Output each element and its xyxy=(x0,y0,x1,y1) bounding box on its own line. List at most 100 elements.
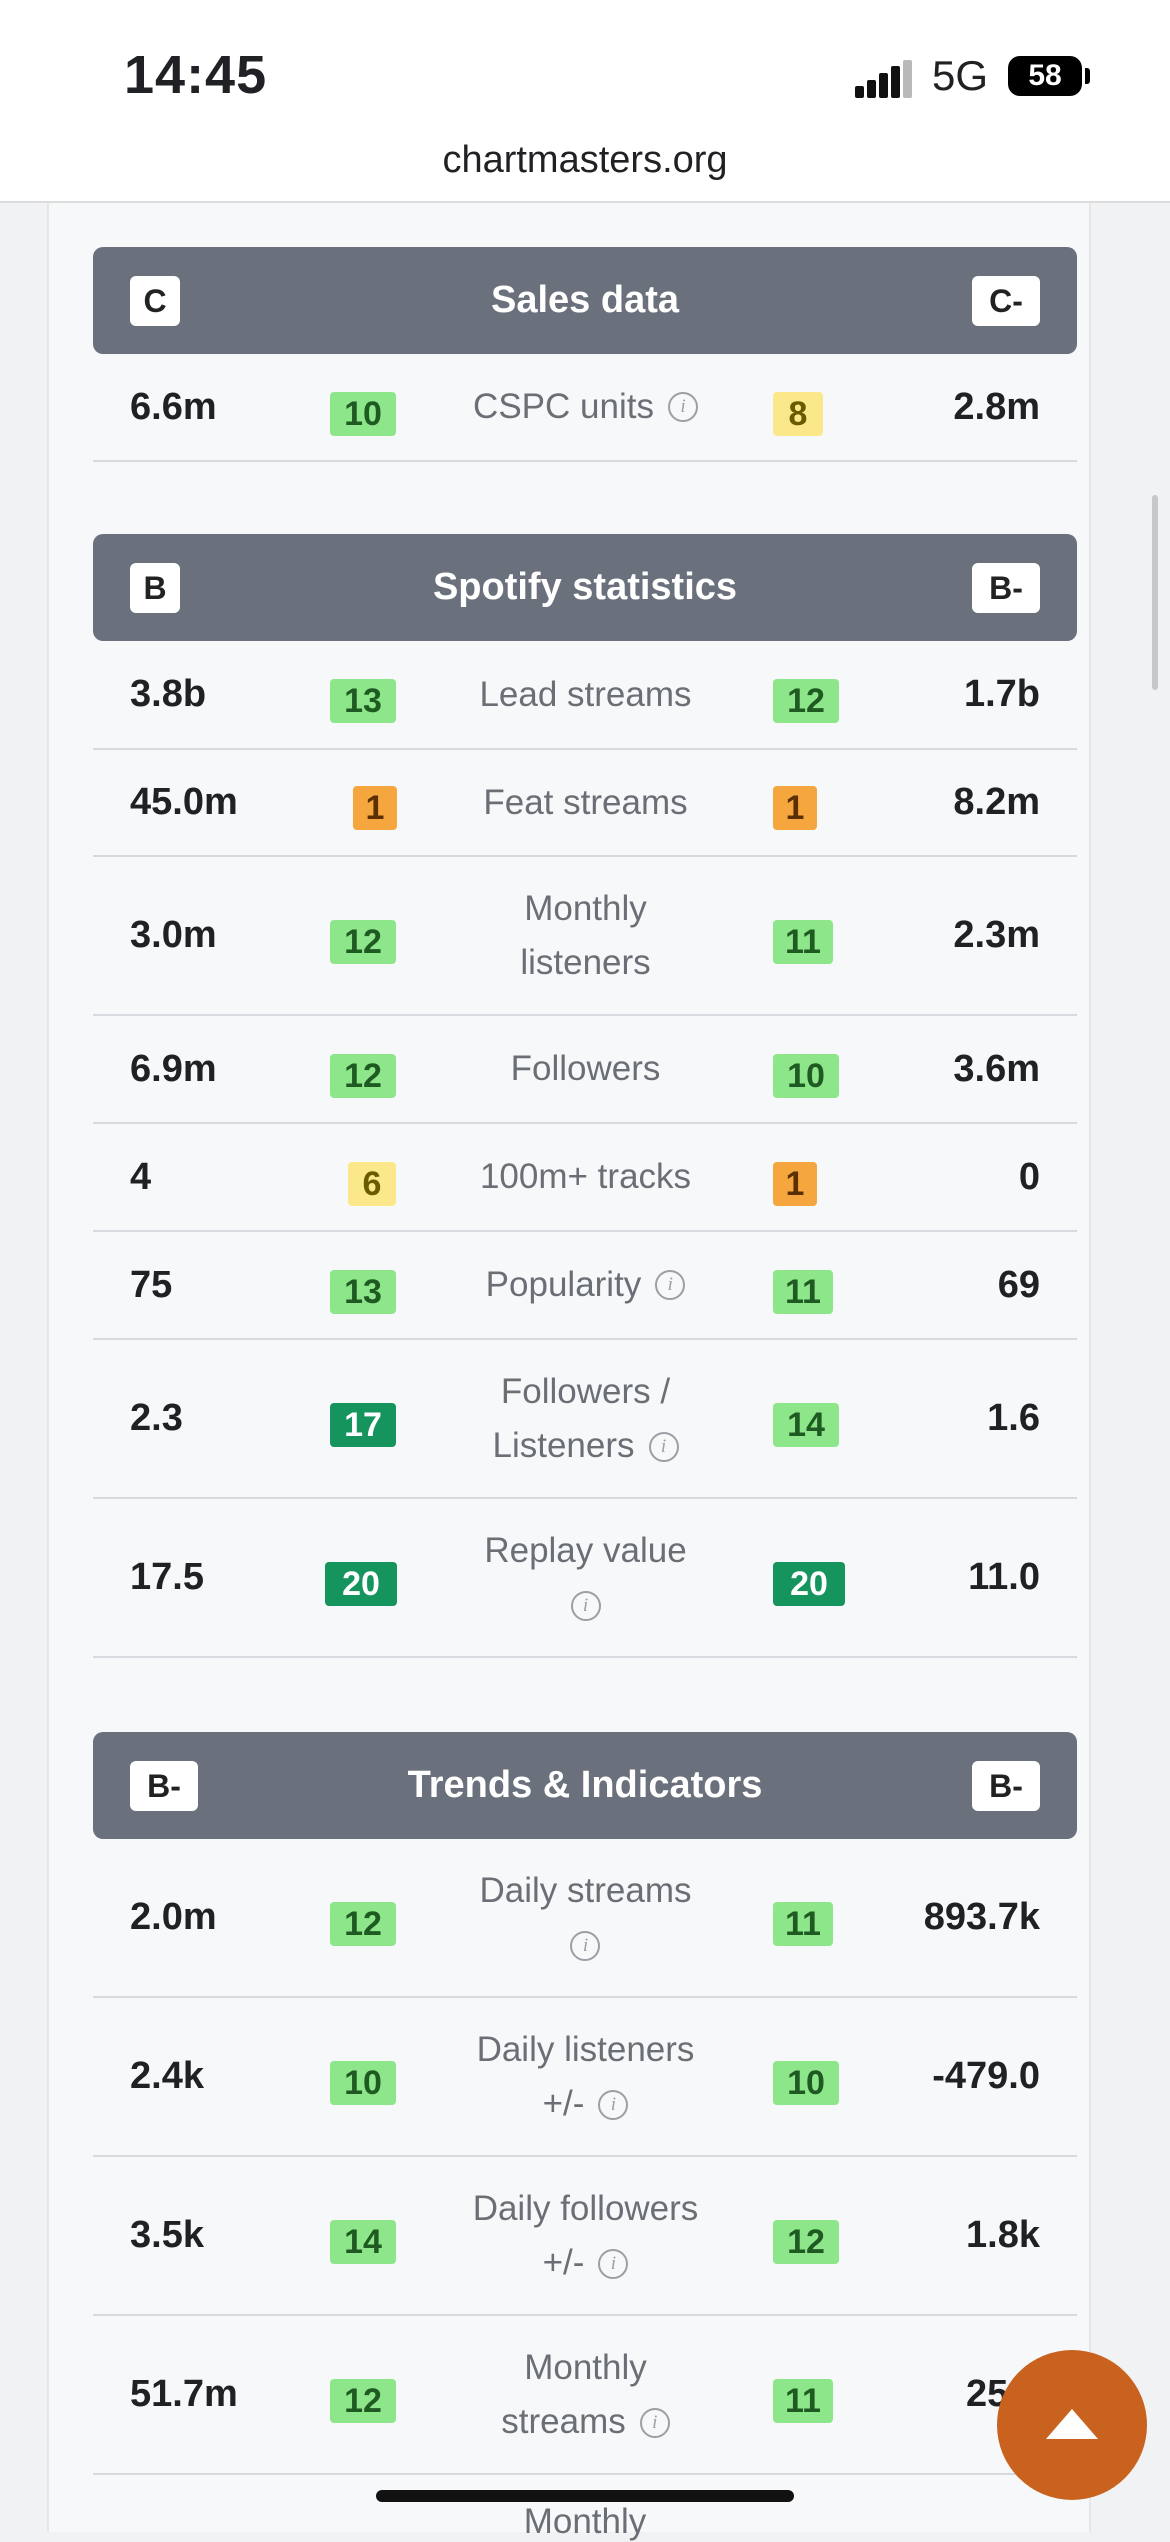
clock: 14:45 xyxy=(124,45,268,105)
left-value: 2.0m xyxy=(130,1896,217,1938)
row-label: CSPC units i xyxy=(353,354,818,460)
left-value: 51.7m xyxy=(130,2373,238,2415)
right-value: 11.0 xyxy=(968,1556,1040,1598)
left-value: 6.9m xyxy=(130,1047,217,1090)
grade-badge-right: B- xyxy=(972,1761,1040,1811)
section-header-spotify: B Spotify statistics B- xyxy=(93,534,1077,641)
url-text[interactable]: chartmasters.org xyxy=(442,139,728,181)
right-value: 1.6 xyxy=(987,1397,1040,1439)
score-badge-left: 12 xyxy=(330,920,396,964)
score-badge-left: 13 xyxy=(330,1270,396,1314)
table-row: 75 13 Popularity i 11 69 xyxy=(93,1232,1077,1340)
score-badge-right: 11 xyxy=(773,2379,833,2423)
scrollbar[interactable] xyxy=(1152,495,1158,690)
table-row: 2.0m 12 Daily streams i 11 893.7k xyxy=(93,1839,1077,1998)
score-badge-right: 10 xyxy=(773,2061,839,2105)
left-value: 75 xyxy=(130,1263,173,1306)
left-value: 2.4k xyxy=(130,2055,204,2097)
score-badge-right: 14 xyxy=(773,1403,839,1447)
right-value: 3.6m xyxy=(953,1047,1040,1090)
battery-icon: 58 xyxy=(1008,56,1082,96)
info-icon[interactable]: i xyxy=(667,392,698,422)
score-badge-right: 12 xyxy=(773,679,839,723)
score-badge-left: 14 xyxy=(330,2220,396,2264)
score-badge-right: 8 xyxy=(773,392,823,436)
row-label-cutoff: Monthly xyxy=(523,2502,647,2541)
row-label: Popularity i xyxy=(353,1232,818,1338)
table-row: 45.0m 1 Feat streams 1 8.2m xyxy=(93,750,1077,857)
score-badge-right: 1 xyxy=(773,1162,817,1206)
score-badge-left: 1 xyxy=(353,786,397,830)
info-icon[interactable]: i xyxy=(570,1591,601,1622)
info-icon[interactable]: i xyxy=(639,2408,670,2439)
score-badge-left: 17 xyxy=(330,1403,396,1447)
section-title: Spotify statistics xyxy=(432,566,738,608)
score-badge-left: 13 xyxy=(330,679,396,723)
table-row: 2.4k 10 Daily listeners +/- i 10 -479.0 xyxy=(93,1998,1077,2157)
info-icon[interactable]: i xyxy=(570,1931,601,1962)
table-row: 17.5 20 Replay value i 20 11.0 xyxy=(93,1499,1077,1658)
right-value: 2.3m xyxy=(953,914,1040,956)
score-badge-right: 20 xyxy=(773,1562,845,1606)
score-badge-left: 10 xyxy=(330,392,396,436)
score-badge-left: 6 xyxy=(348,1162,396,1206)
score-badge-left: 12 xyxy=(330,1902,396,1946)
address-bar[interactable]: chartmasters.org xyxy=(0,135,1170,203)
score-badge-left: 12 xyxy=(330,1054,396,1098)
grade-badge-right: B- xyxy=(972,563,1040,613)
row-label: Monthly streams i xyxy=(353,2316,818,2473)
right-value: 1.7b xyxy=(963,673,1040,715)
row-label: Followers xyxy=(510,1049,661,1088)
score-badge-left: 20 xyxy=(325,1562,397,1606)
left-value: 3.0m xyxy=(130,914,217,956)
row-label: Followers / Listeners i xyxy=(353,1340,818,1497)
left-value: 3.5k xyxy=(130,2214,204,2256)
info-icon[interactable]: i xyxy=(598,2090,629,2121)
left-value: 6.6m xyxy=(130,385,217,428)
left-value: 45.0m xyxy=(130,781,238,823)
score-badge-left: 12 xyxy=(330,2379,396,2423)
row-label: Daily followers +/- i xyxy=(472,2188,699,2282)
row-label: Daily listeners +/- i xyxy=(476,2029,695,2123)
section-header-trends: B- Trends & Indicators B- xyxy=(93,1732,1077,1839)
right-value: 69 xyxy=(997,1263,1040,1306)
home-indicator[interactable] xyxy=(376,2490,794,2502)
left-value: 17.5 xyxy=(130,1556,204,1598)
right-value: 1.8k xyxy=(966,2214,1040,2256)
arrow-up-icon xyxy=(1046,2409,1098,2439)
score-badge-right: 11 xyxy=(773,1902,833,1946)
network-type: 5G xyxy=(932,52,989,99)
table-row: 3.8b 13 Lead streams 12 1.7b xyxy=(93,641,1077,750)
section-header-sales: C Sales data C- xyxy=(93,247,1077,354)
grade-badge-left: B- xyxy=(130,1761,198,1811)
status-bar: 14:45 5G 58 xyxy=(0,0,1170,135)
row-label: Lead streams xyxy=(479,674,692,714)
right-value: -479.0 xyxy=(932,2055,1040,2097)
table-row: 3.5k 14 Daily followers +/- i 12 1.8k xyxy=(93,2157,1077,2316)
row-label: Daily streams i xyxy=(353,1839,818,1996)
section-title: Sales data xyxy=(491,279,679,321)
score-badge-right: 1 xyxy=(773,786,817,830)
right-value: 8.2m xyxy=(953,781,1040,823)
right-value: 2.8m xyxy=(953,385,1040,428)
info-icon[interactable]: i xyxy=(648,1432,679,1463)
grade-badge-right: C- xyxy=(972,276,1040,326)
score-badge-right: 10 xyxy=(773,1054,839,1098)
row-label: 100m+ tracks xyxy=(479,1157,692,1196)
row-label: Feat streams xyxy=(483,782,688,822)
info-icon[interactable]: i xyxy=(598,2249,629,2280)
score-badge-right: 11 xyxy=(773,1270,833,1314)
left-value: 4 xyxy=(130,1155,152,1198)
right-value: 0 xyxy=(1018,1155,1040,1198)
row-label: Replay value i xyxy=(353,1499,818,1656)
table-row: 6.6m 10 CSPC units i 8 2.8m xyxy=(93,354,1077,462)
table-row: 3.0m 12 Monthly listeners 11 2.3m xyxy=(93,857,1077,1016)
score-badge-left: 10 xyxy=(330,2061,396,2105)
scroll-to-top-button[interactable] xyxy=(997,2350,1147,2500)
table-row: 4 6 100m+ tracks 1 0 xyxy=(93,1124,1077,1232)
table-row: 2.3 17 Followers / Listeners i 14 1.6 xyxy=(93,1340,1077,1499)
info-icon[interactable]: i xyxy=(655,1270,686,1300)
grade-badge-left: B xyxy=(130,563,180,613)
cellular-signal-icon xyxy=(855,58,915,98)
right-value: 893.7k xyxy=(923,1896,1040,1938)
